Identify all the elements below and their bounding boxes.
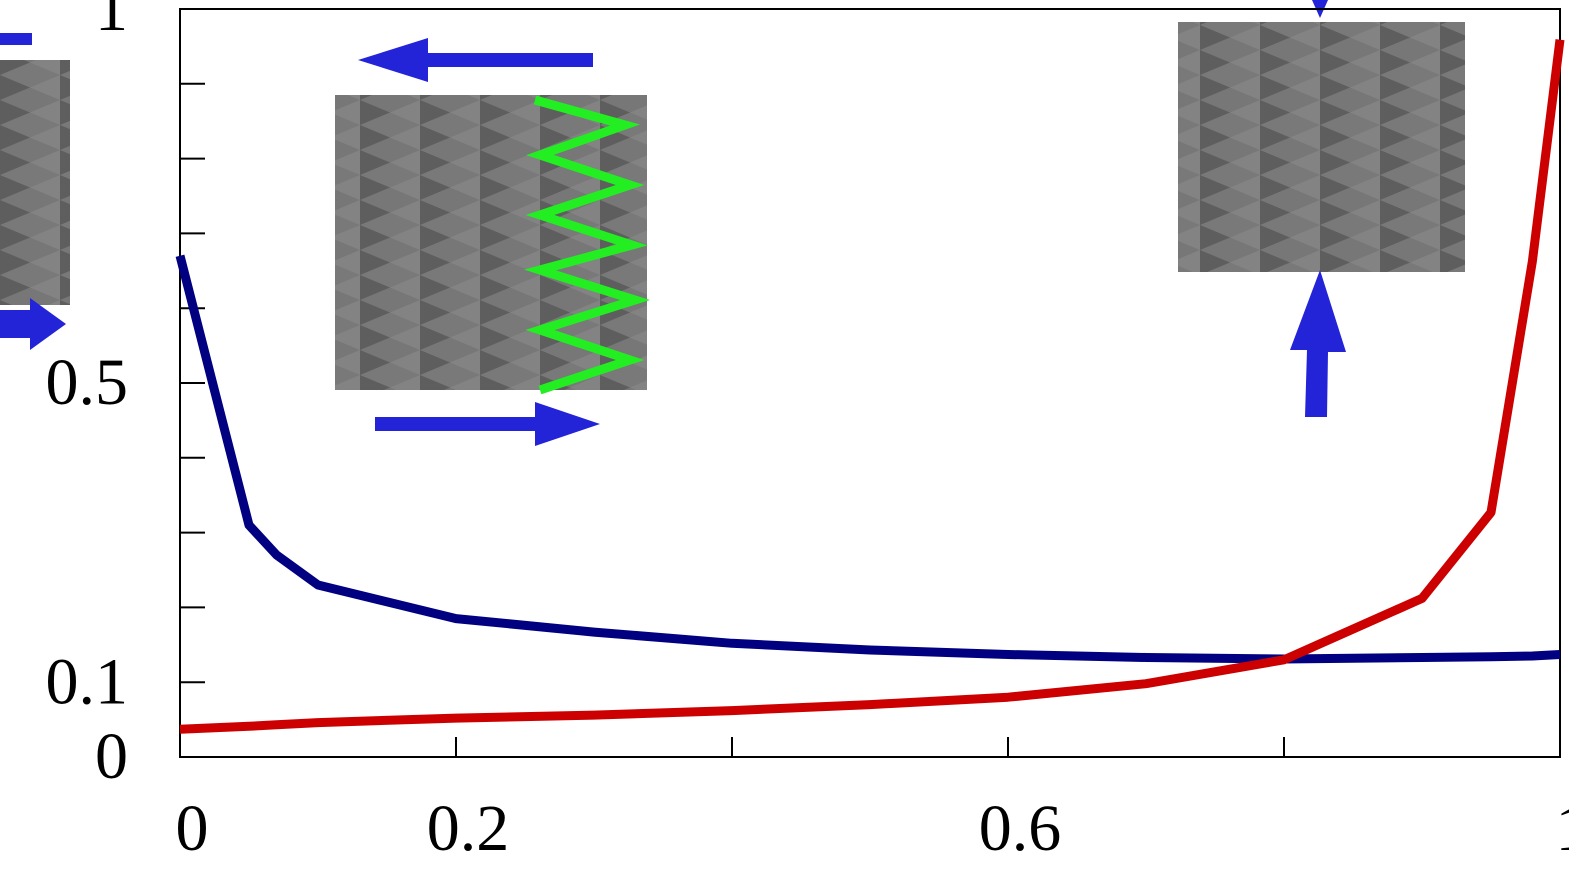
x-tick-label: 0.6 bbox=[979, 792, 1062, 865]
y-tick-label: 0.1 bbox=[46, 645, 129, 718]
line-series bbox=[179, 39, 1565, 734]
x-tick-label: 0.2 bbox=[427, 792, 510, 865]
inset-compress bbox=[1178, 0, 1465, 417]
line-series bbox=[175, 254, 1561, 664]
inset-shear bbox=[335, 38, 650, 446]
x-tick-label: 1 bbox=[1556, 792, 1569, 865]
y-tick-label: 0 bbox=[95, 720, 128, 793]
y-tick-label: 1 bbox=[95, 0, 128, 45]
x-tick-label: 0 bbox=[176, 792, 209, 865]
inset-left bbox=[0, 33, 70, 350]
y-tick-label: 0.5 bbox=[46, 346, 129, 419]
